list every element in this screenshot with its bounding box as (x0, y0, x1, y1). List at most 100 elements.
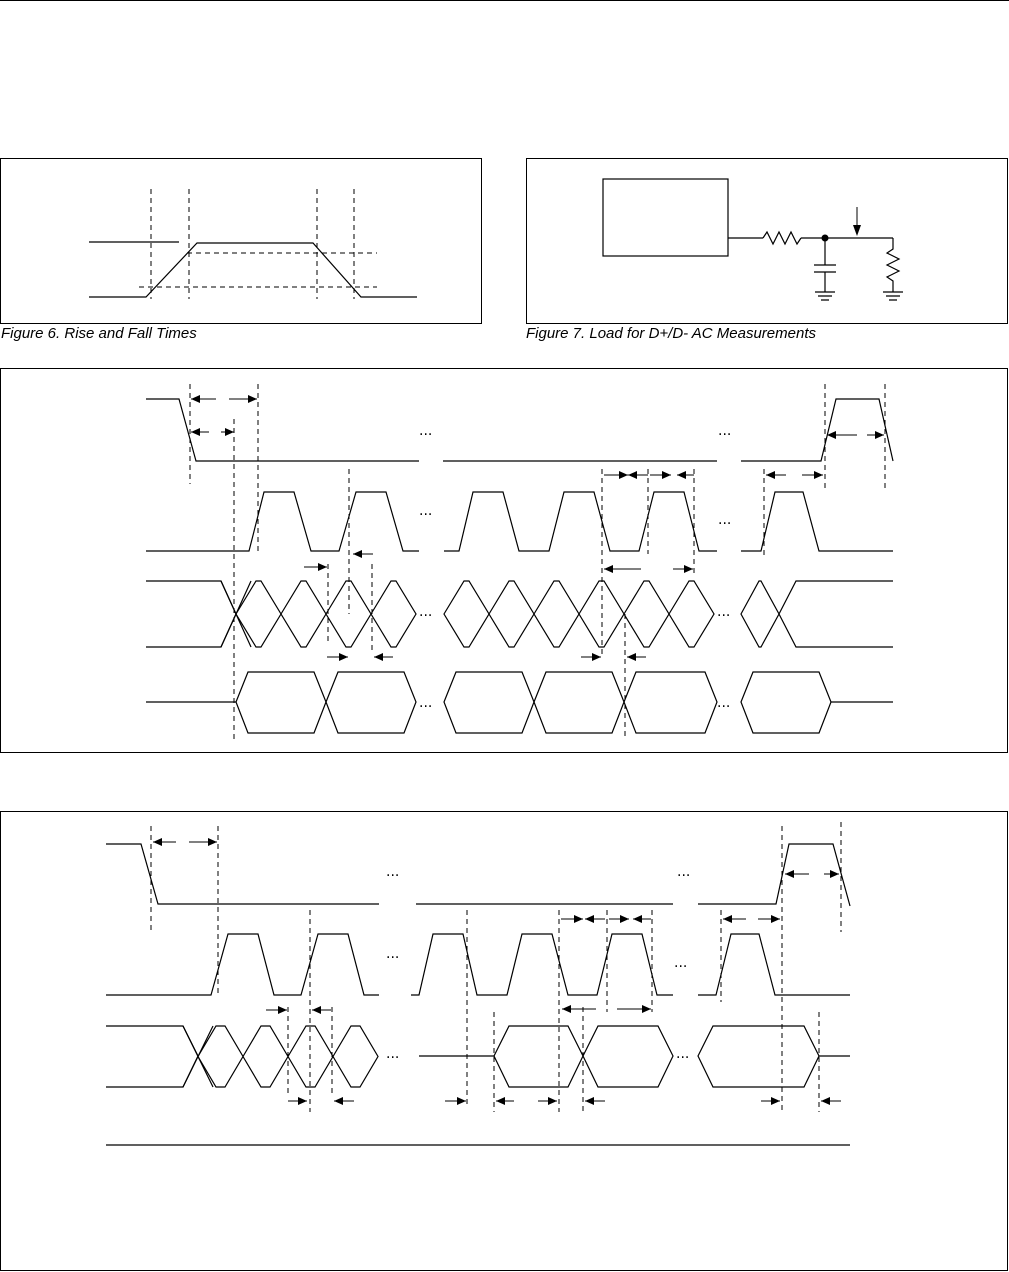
data-eye (740, 580, 780, 648)
control-signal-waveform (146, 398, 419, 462)
arrow-head-icon (496, 1097, 505, 1105)
ellipsis-row3-a: ... (419, 604, 432, 620)
bus-segment (740, 671, 832, 734)
ellipsis-row3-a: ... (386, 1046, 399, 1062)
arrow-head-icon (771, 915, 780, 923)
arrow-head-icon (248, 395, 257, 403)
load-circuit-diagram (602, 178, 903, 301)
arrow-head-icon (298, 1097, 307, 1105)
arrow-head-icon (830, 870, 839, 878)
figure-7-caption: Figure 7. Load for D+/D- AC Measurements (526, 325, 816, 342)
control-signal-waveform (106, 843, 379, 905)
arrow-head-icon (619, 471, 628, 479)
arrow-head-icon (628, 471, 637, 479)
bus-segment (325, 671, 417, 734)
arrow-head-icon (208, 838, 217, 846)
arrow-head-icon (353, 550, 362, 558)
arrow-head-icon (574, 915, 583, 923)
ellipsis-row1-b: ... (677, 864, 690, 880)
arrow-head-icon (677, 471, 686, 479)
arrow-head-icon (620, 915, 629, 923)
arrow-head-icon (723, 915, 732, 923)
capacitor-ground-icon (815, 291, 835, 301)
arrow-head-icon (548, 1097, 557, 1105)
data-eye (280, 580, 327, 648)
data-eye (370, 580, 417, 648)
bus-segment (533, 671, 625, 734)
clock-waveform-a (106, 933, 379, 996)
timing-arrows (153, 838, 841, 1105)
timing-diagram-lower-frame: ... ... ... ... ... ... (0, 811, 1008, 1271)
rise-fall-diagram (89, 189, 417, 299)
arrow-head-icon (457, 1097, 466, 1105)
series-resistor (762, 230, 802, 246)
data-line-tail (778, 580, 893, 648)
arrow-head-icon (814, 471, 823, 479)
arrow-head-icon (771, 1097, 780, 1105)
ellipsis-row2-a: ... (419, 503, 432, 519)
clock-waveform-c (698, 933, 850, 996)
arrow-head-icon (585, 915, 594, 923)
figure-7-frame (526, 158, 1008, 324)
arrow-head-icon (827, 431, 836, 439)
resistor-ground-icon (883, 291, 903, 301)
data-eye (197, 1025, 244, 1088)
ellipsis-row2-b: ... (718, 512, 731, 528)
bus-segment (582, 1025, 674, 1088)
data-eye (488, 580, 535, 648)
arrow-head-icon (633, 915, 642, 923)
arrow-head-icon (604, 565, 613, 573)
arrow-head-icon (334, 1097, 343, 1105)
clock-waveform-a (146, 491, 419, 552)
clock-waveform-c (741, 491, 893, 552)
capacitor (814, 238, 836, 292)
data-eye (443, 580, 490, 648)
arrow-head-icon (662, 471, 671, 479)
bus-segment (697, 1025, 820, 1088)
data-eye (332, 1025, 379, 1088)
page-top-rule (0, 0, 1009, 1)
arrow-head-icon (278, 1006, 287, 1014)
arrow-head-icon (585, 1097, 594, 1105)
bus-segment (443, 671, 535, 734)
rise-fall-waveform (89, 242, 417, 298)
data-line-lead (146, 580, 237, 648)
timing-markers (189, 384, 886, 739)
clock-waveform-b (411, 933, 673, 996)
arrow-head-icon (339, 653, 348, 661)
arrow-head-icon (684, 565, 693, 573)
control-signal-end (741, 398, 894, 462)
arrow-head-icon (592, 653, 601, 661)
arrow-head-icon (318, 563, 327, 571)
figure-6-caption: Figure 6. Rise and Fall Times (1, 325, 197, 342)
data-line-lead (106, 1025, 199, 1088)
arrow-head-icon (785, 870, 794, 878)
measurement-arrow-head-icon (853, 225, 861, 236)
ellipsis-row2-b: ... (674, 955, 687, 971)
arrow-head-icon (191, 428, 200, 436)
ellipsis-row1-b: ... (718, 423, 731, 439)
arrow-head-icon (642, 1005, 651, 1013)
arrow-head-icon (225, 428, 234, 436)
arrow-head-icon (627, 653, 636, 661)
ellipsis-row2-a: ... (386, 946, 399, 962)
arrow-head-icon (875, 431, 884, 439)
data-eye (242, 1025, 289, 1088)
arrow-head-icon (821, 1097, 830, 1105)
timing-arrows (191, 395, 884, 661)
data-cross (220, 580, 252, 648)
arrow-head-icon (191, 395, 200, 403)
ellipsis-row1-a: ... (419, 423, 432, 439)
device-box (602, 178, 729, 257)
ellipsis-row3-b: ... (676, 1046, 689, 1062)
bus-row (146, 671, 893, 734)
timing-diagram-lower: ... ... ... ... ... ... (106, 822, 851, 1146)
load-resistor (885, 238, 901, 292)
data-cross (182, 1025, 214, 1088)
arrow-head-icon (312, 1006, 321, 1014)
ellipsis-row1-a: ... (386, 864, 399, 880)
bus-segment (235, 671, 327, 734)
data-eye (623, 580, 670, 648)
data-eye (533, 580, 580, 648)
timing-diagram-upper-frame: ... ... ... ... ... ... ... ... (0, 368, 1008, 753)
